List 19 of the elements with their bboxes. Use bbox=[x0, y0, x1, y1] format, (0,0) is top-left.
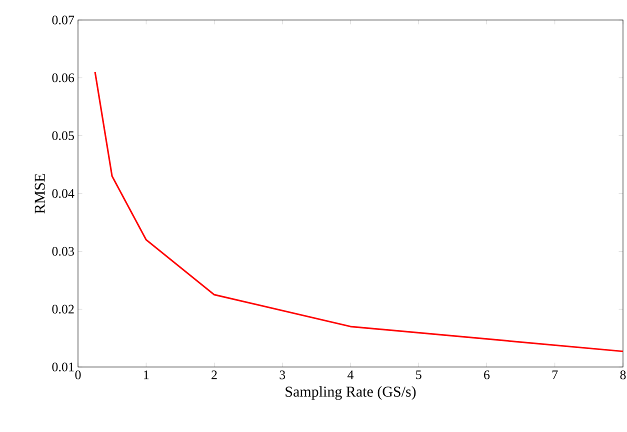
line-series bbox=[94, 71, 623, 352]
x-tick-label: 2 bbox=[212, 370, 217, 380]
x-tick-label: 1 bbox=[144, 370, 149, 380]
x-tick-label: 8 bbox=[620, 370, 626, 380]
x-tick-label: 7 bbox=[552, 370, 558, 380]
y-tick-label: 0.01 bbox=[52, 362, 74, 372]
y-tick-label: 0.07 bbox=[52, 16, 74, 24]
x-tick-label: 6 bbox=[484, 370, 490, 380]
x-tick-label: 3 bbox=[280, 370, 286, 380]
y-tick-label: 0.04 bbox=[52, 189, 74, 198]
x-tick-label: 5 bbox=[416, 370, 422, 380]
y-tick-label: 0.06 bbox=[52, 73, 74, 82]
y-tick-label: 0.02 bbox=[52, 304, 74, 314]
x-tick-label: 0 bbox=[75, 370, 81, 380]
x-axis-title: Sampling Rate (GS/s) bbox=[286, 386, 416, 400]
y-axis-title: RMSE bbox=[34, 174, 45, 214]
x-tick-label: 4 bbox=[348, 370, 354, 380]
y-tick-label: 0.05 bbox=[52, 131, 74, 140]
y-tick-label: 0.03 bbox=[52, 246, 74, 256]
